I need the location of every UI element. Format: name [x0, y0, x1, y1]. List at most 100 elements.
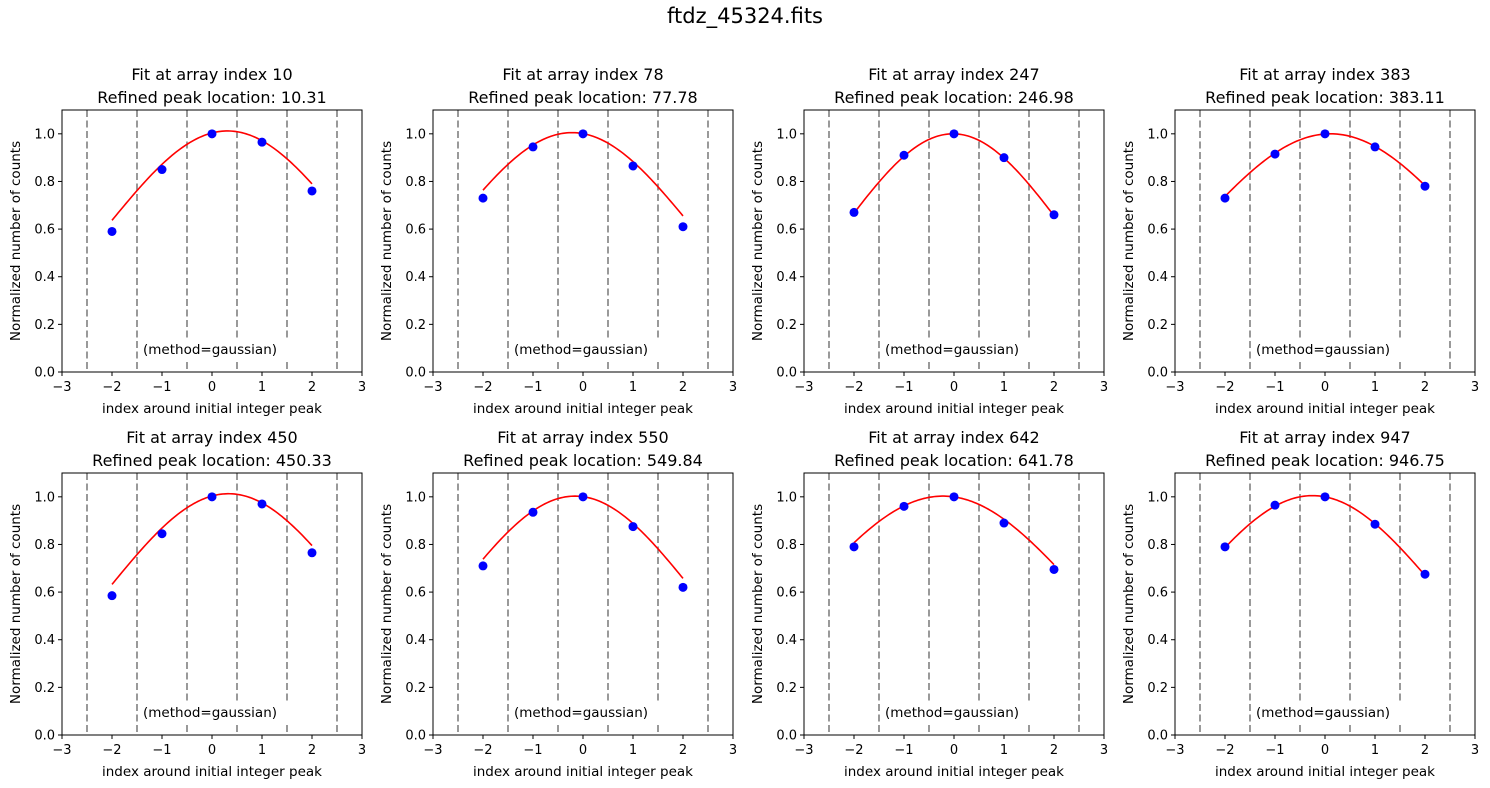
x-tick-label: 2 — [1050, 380, 1058, 395]
y-tick-label: 1.0 — [405, 490, 426, 505]
y-tick-label: 0.0 — [1147, 729, 1168, 744]
x-tick-label: 2 — [308, 743, 316, 758]
data-point — [949, 492, 959, 502]
y-tick-label: 0.4 — [776, 270, 797, 285]
subplot-3: Fit at array index 247 Refined peak locat… — [750, 65, 1108, 417]
data-point — [678, 582, 688, 592]
x-tick-label: 1 — [629, 743, 637, 758]
subplot-5: Fit at array index 450 Refined peak locat… — [8, 428, 366, 780]
x-tick-label: −3 — [1165, 743, 1184, 758]
data-point — [1049, 210, 1059, 220]
y-tick-label: 0.2 — [405, 318, 426, 333]
y-tick-label: 0.8 — [405, 175, 426, 190]
y-tick-label: 0.4 — [34, 270, 55, 285]
data-point — [257, 137, 267, 147]
axes-frame — [803, 472, 1105, 736]
y-tick-label: 0.0 — [405, 366, 426, 381]
x-tick-label: 2 — [1421, 743, 1429, 758]
x-tick-label: −1 — [152, 743, 171, 758]
data-point — [899, 150, 909, 160]
subplot-8: Fit at array index 947 Refined peak locat… — [1121, 428, 1479, 780]
x-tick-label: 1 — [1000, 743, 1008, 758]
data-point — [628, 161, 638, 171]
x-tick-label: 1 — [1371, 743, 1379, 758]
axes-frame — [61, 109, 363, 373]
data-point — [999, 153, 1009, 163]
x-tick-label: −2 — [473, 380, 492, 395]
subplot-title-line2: Refined peak location: 10.31 — [97, 88, 326, 107]
annotation-box — [511, 704, 664, 723]
x-tick-label: −1 — [152, 380, 171, 395]
data-point — [1270, 149, 1280, 159]
subplot-title-line1: Fit at array index 10 — [131, 65, 292, 84]
y-tick-label: 0.8 — [405, 538, 426, 553]
x-tick-label: 0 — [579, 380, 587, 395]
subplot-title-line1: Fit at array index 550 — [497, 428, 668, 447]
x-tick-label: 3 — [1471, 743, 1479, 758]
x-tick-label: −2 — [844, 380, 863, 395]
data-point — [678, 222, 688, 232]
y-tick-label: 0.2 — [1147, 318, 1168, 333]
x-axis-label: index around initial integer peak — [844, 401, 1064, 417]
subplot-title-line1: Fit at array index 947 — [1239, 428, 1410, 447]
data-point — [578, 129, 588, 139]
data-point — [1270, 500, 1280, 510]
annotation-box — [1253, 341, 1406, 360]
method-annotation: (method=gaussian) — [1256, 342, 1390, 358]
y-axis-label: Normalized number of counts — [1121, 504, 1137, 704]
subplot-title-line2: Refined peak location: 641.78 — [834, 451, 1074, 470]
y-axis-label: Normalized number of counts — [1121, 141, 1137, 341]
y-tick-label: 0.6 — [405, 586, 426, 601]
annotation-box — [140, 704, 293, 723]
fit-curve — [482, 131, 684, 217]
x-tick-label: 3 — [358, 743, 366, 758]
y-tick-label: 0.0 — [1147, 366, 1168, 381]
y-axis-label: Normalized number of counts — [379, 504, 395, 704]
subplot-title-line1: Fit at array index 450 — [126, 428, 297, 447]
subplot-title-line2: Refined peak location: 246.98 — [834, 88, 1074, 107]
data-point — [1320, 129, 1330, 139]
subplot-title-line1: Fit at array index 642 — [868, 428, 1039, 447]
subplot-title-line2: Refined peak location: 450.33 — [92, 451, 332, 470]
subplot-title-line1: Fit at array index 78 — [502, 65, 663, 84]
y-tick-label: 0.8 — [34, 538, 55, 553]
x-tick-label: 2 — [679, 380, 687, 395]
fit-curve — [111, 130, 313, 221]
y-tick-label: 0.0 — [405, 729, 426, 744]
method-annotation: (method=gaussian) — [885, 342, 1019, 358]
subplot-7: Fit at array index 642 Refined peak locat… — [750, 428, 1108, 780]
y-tick-label: 0.8 — [1147, 538, 1168, 553]
figure-suptitle: ftdz_45324.fits — [667, 4, 823, 28]
y-tick-label: 0.4 — [776, 633, 797, 648]
x-tick-label: −1 — [523, 743, 542, 758]
data-point — [1370, 519, 1380, 529]
x-axis-label: index around initial integer peak — [473, 401, 693, 417]
annotation-box — [140, 341, 293, 360]
axes-frame — [1174, 472, 1476, 736]
data-point — [578, 492, 588, 502]
y-tick-label: 1.0 — [776, 490, 797, 505]
x-tick-label: −2 — [1215, 380, 1234, 395]
data-point — [1370, 142, 1380, 152]
x-tick-label: 3 — [729, 743, 737, 758]
x-tick-label: 3 — [1100, 380, 1108, 395]
method-annotation: (method=gaussian) — [143, 342, 277, 358]
data-point — [157, 165, 167, 175]
y-tick-label: 0.0 — [776, 366, 797, 381]
method-annotation: (method=gaussian) — [514, 342, 648, 358]
subplot-title-line1: Fit at array index 247 — [868, 65, 1039, 84]
fit-curve — [111, 492, 313, 585]
y-tick-label: 1.0 — [776, 127, 797, 142]
x-tick-label: −3 — [52, 380, 71, 395]
x-tick-label: −2 — [844, 743, 863, 758]
y-tick-label: 0.2 — [34, 681, 55, 696]
x-tick-label: 1 — [258, 380, 266, 395]
x-tick-label: 0 — [950, 380, 958, 395]
x-tick-label: 2 — [308, 380, 316, 395]
data-point — [1049, 564, 1059, 574]
x-tick-label: 0 — [1321, 743, 1329, 758]
subplot-title-line1: Fit at array index 383 — [1239, 65, 1410, 84]
fit-curve — [482, 495, 684, 579]
x-tick-label: 3 — [1471, 380, 1479, 395]
